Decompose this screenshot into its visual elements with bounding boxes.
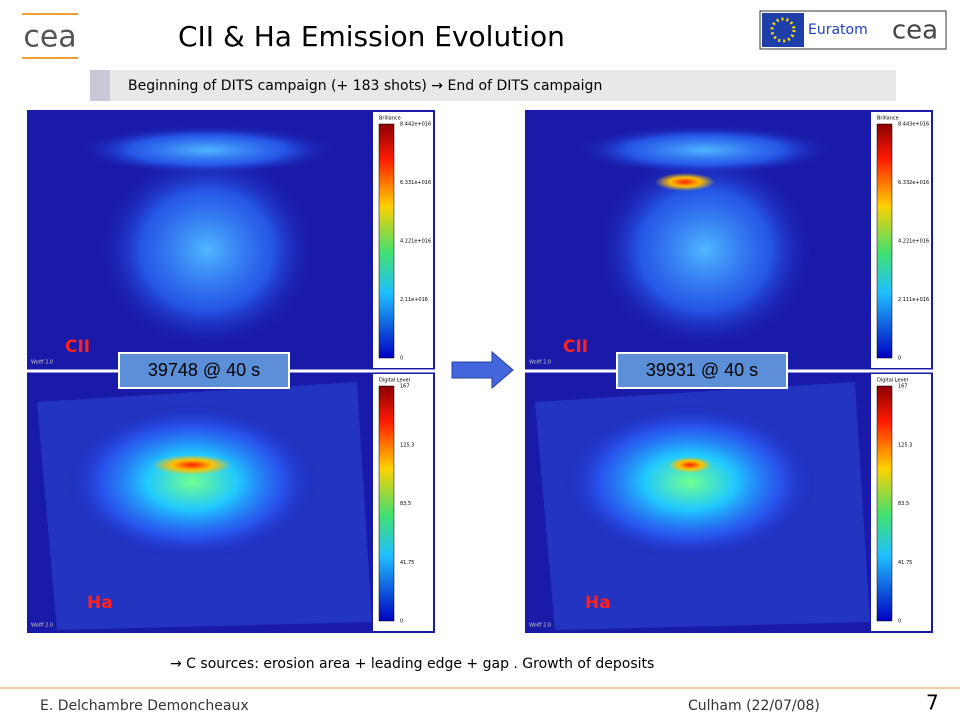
hot-spot bbox=[152, 455, 232, 475]
colorbar-tick: 6.332e+016 bbox=[898, 180, 929, 186]
banner-text: Beginning of DITS campaign (+ 183 shots)… bbox=[128, 78, 602, 94]
colorbar-tick: 125.3 bbox=[898, 442, 912, 448]
colorbar bbox=[378, 385, 395, 622]
channel-label: Ha bbox=[585, 593, 611, 613]
watermark: Wolff 2.0 bbox=[31, 623, 53, 629]
plasma-glow bbox=[575, 125, 835, 175]
hot-spot bbox=[668, 457, 712, 473]
colorbar-tick: 0 bbox=[400, 619, 403, 625]
plasma-glow bbox=[97, 150, 317, 350]
colorbar-tick: 167 bbox=[898, 384, 908, 390]
colorbar-title: Digital Level bbox=[379, 378, 410, 384]
eu-stars bbox=[770, 17, 796, 43]
colorbar-title: Digital Level bbox=[877, 378, 908, 384]
colorbar-tick: 41.75 bbox=[898, 560, 912, 566]
channel-label: Ha bbox=[87, 593, 113, 613]
colorbar-tick: 83.5 bbox=[898, 501, 909, 507]
plasma-glow bbox=[560, 402, 820, 562]
shot-box bbox=[616, 352, 788, 389]
page-number: 7 bbox=[926, 691, 939, 715]
arrow bbox=[451, 350, 514, 390]
footer-author: E. Delchambre Demoncheaux bbox=[40, 698, 249, 714]
euratom: Euratom bbox=[808, 22, 868, 38]
channel-label: CII bbox=[65, 337, 90, 357]
colorbar-tick: 4.221e+016 bbox=[400, 239, 431, 245]
title: CII & Ha Emission Evolution bbox=[178, 20, 565, 53]
watermark: Wolff 2.0 bbox=[529, 623, 551, 629]
plasma-glow bbox=[595, 150, 815, 350]
hot-spot bbox=[655, 173, 715, 191]
colorbar-title: Brillance bbox=[379, 116, 401, 122]
colorbar-tick: 8.442e+016 bbox=[400, 122, 431, 128]
plasma-glow bbox=[62, 402, 322, 562]
colorbar-tick: 2.11e+016 bbox=[400, 297, 428, 303]
colorbar-tick: 41.75 bbox=[400, 560, 414, 566]
colorbar bbox=[378, 123, 395, 359]
colorbar-tick: 4.221e+016 bbox=[898, 239, 929, 245]
shot-label: 39931 @ 40 s bbox=[646, 360, 758, 380]
logo-right: cea bbox=[892, 16, 938, 46]
channel-label: CII bbox=[563, 337, 588, 357]
banner-mark bbox=[90, 70, 110, 101]
colorbar-tick: 125.3 bbox=[400, 442, 414, 448]
colorbar-tick: 8.443e+016 bbox=[898, 122, 929, 128]
shot-box bbox=[118, 352, 290, 389]
colorbar-tick: 167 bbox=[400, 384, 410, 390]
footer-place: Culham (22/07/08) bbox=[688, 698, 820, 714]
colorbar-tick: 0 bbox=[898, 619, 901, 625]
banner bbox=[90, 70, 896, 101]
plasma-glow bbox=[77, 125, 337, 175]
colorbar bbox=[876, 385, 893, 622]
colorbar-tick: 83.5 bbox=[400, 501, 411, 507]
caption: → C sources: erosion area + leading edge… bbox=[170, 656, 654, 672]
colorbar-tick: 2.111e+016 bbox=[898, 297, 929, 303]
colorbar bbox=[876, 123, 893, 359]
colorbar-tick: 0 bbox=[898, 356, 901, 362]
colorbar-tick: 6.331e+016 bbox=[400, 180, 431, 186]
colorbar-tick: 0 bbox=[400, 356, 403, 362]
logo: cea bbox=[23, 20, 76, 55]
watermark: Wolff 2.0 bbox=[31, 360, 53, 366]
watermark: Wolff 2.0 bbox=[529, 360, 551, 366]
colorbar-title: Brillance bbox=[877, 116, 899, 122]
shot-label: 39748 @ 40 s bbox=[148, 360, 260, 380]
